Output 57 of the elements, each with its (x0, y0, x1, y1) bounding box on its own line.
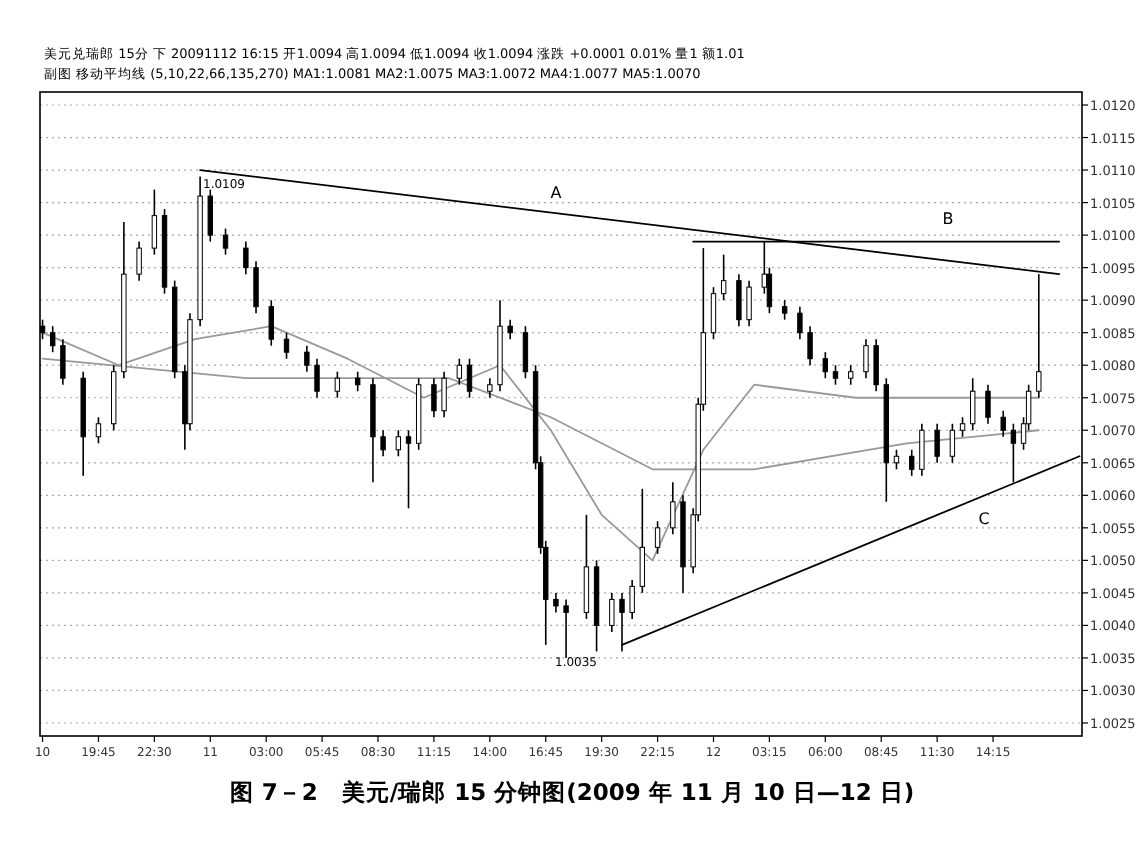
candlestick (639, 488, 646, 594)
candlestick (395, 429, 402, 458)
candlestick (151, 188, 158, 256)
candlestick (670, 481, 676, 536)
annotation: B (942, 210, 954, 228)
candlestick (654, 520, 661, 555)
candlestick (431, 377, 437, 419)
candlestick (959, 416, 966, 438)
candlestick (720, 253, 727, 301)
candlestick (832, 364, 839, 386)
candlestick (441, 370, 447, 419)
candlestick (822, 351, 829, 380)
candlestick (553, 592, 559, 614)
candlestick (934, 422, 940, 464)
candlestick (487, 377, 493, 399)
candlestick (253, 260, 259, 314)
candlestick (456, 357, 463, 386)
annotation: A (550, 184, 563, 202)
candlestick (873, 338, 879, 393)
candlestick (405, 429, 412, 510)
candlestick (863, 338, 869, 380)
candlestick (909, 448, 915, 477)
candlestick (949, 422, 956, 464)
candlestick (609, 592, 615, 633)
candlestick (848, 364, 854, 386)
candlestick (50, 325, 56, 353)
candlestick (268, 299, 274, 347)
candlestick (207, 188, 213, 243)
candlestick (710, 286, 717, 340)
candlestick (563, 598, 569, 659)
candlestick (1000, 409, 1006, 438)
candlestick (222, 227, 229, 256)
candlestick (522, 325, 529, 380)
candlestick (970, 377, 976, 432)
candlestick (60, 338, 66, 386)
candlestick (985, 383, 991, 425)
candlestick (304, 344, 310, 373)
candlestick (283, 331, 290, 360)
candlestick (736, 273, 742, 327)
text: 图 7－2 美元/瑞郎 15 分钟图(2009 年 11 月 10 日—12 日) (229, 778, 915, 806)
annotation: C (978, 510, 991, 528)
candlestick (807, 325, 813, 367)
candlestick (583, 514, 590, 620)
candlestick (797, 305, 803, 340)
candlestick (919, 422, 925, 477)
candlestick (314, 357, 320, 399)
candlestick (354, 370, 361, 393)
candlestick (466, 357, 473, 399)
candlestick (507, 318, 513, 340)
candlestick (629, 579, 635, 620)
candlestick (136, 240, 142, 282)
candlestick (380, 429, 386, 458)
candlestick (95, 416, 102, 445)
candlestick (781, 299, 788, 321)
candlestick (746, 279, 752, 327)
candlestick (243, 240, 249, 275)
candlestick (334, 370, 341, 399)
